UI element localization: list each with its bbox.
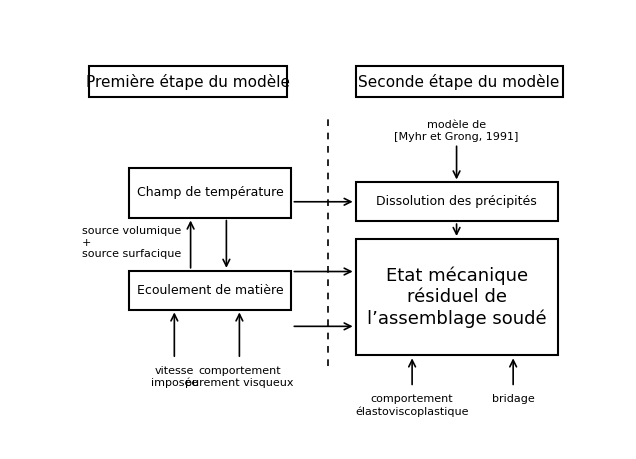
Text: vitesse
imposée: vitesse imposée bbox=[151, 366, 198, 388]
FancyBboxPatch shape bbox=[128, 168, 291, 218]
FancyBboxPatch shape bbox=[356, 66, 562, 97]
Text: comportement
élastoviscoplastique: comportement élastoviscoplastique bbox=[356, 394, 469, 417]
Text: bridage: bridage bbox=[492, 394, 534, 404]
Text: Etat mécanique
résiduel de
l’assemblage soudé: Etat mécanique résiduel de l’assemblage … bbox=[367, 267, 546, 328]
FancyBboxPatch shape bbox=[356, 182, 558, 221]
FancyBboxPatch shape bbox=[356, 239, 558, 355]
FancyBboxPatch shape bbox=[128, 271, 291, 309]
Text: source volumique
+
source surfacique: source volumique + source surfacique bbox=[82, 226, 181, 259]
Text: Ecoulement de matière: Ecoulement de matière bbox=[137, 284, 284, 297]
FancyBboxPatch shape bbox=[89, 66, 287, 97]
Text: Seconde étape du modèle: Seconde étape du modèle bbox=[358, 73, 560, 90]
Text: Champ de température: Champ de température bbox=[137, 186, 284, 199]
Text: Première étape du modèle: Première étape du modèle bbox=[86, 73, 290, 90]
Text: modèle de
[Myhr et Grong, 1991]: modèle de [Myhr et Grong, 1991] bbox=[394, 120, 519, 142]
Text: comportement
purement visqueux: comportement purement visqueux bbox=[185, 366, 294, 388]
Text: Dissolution des précipités: Dissolution des précipités bbox=[376, 195, 537, 208]
